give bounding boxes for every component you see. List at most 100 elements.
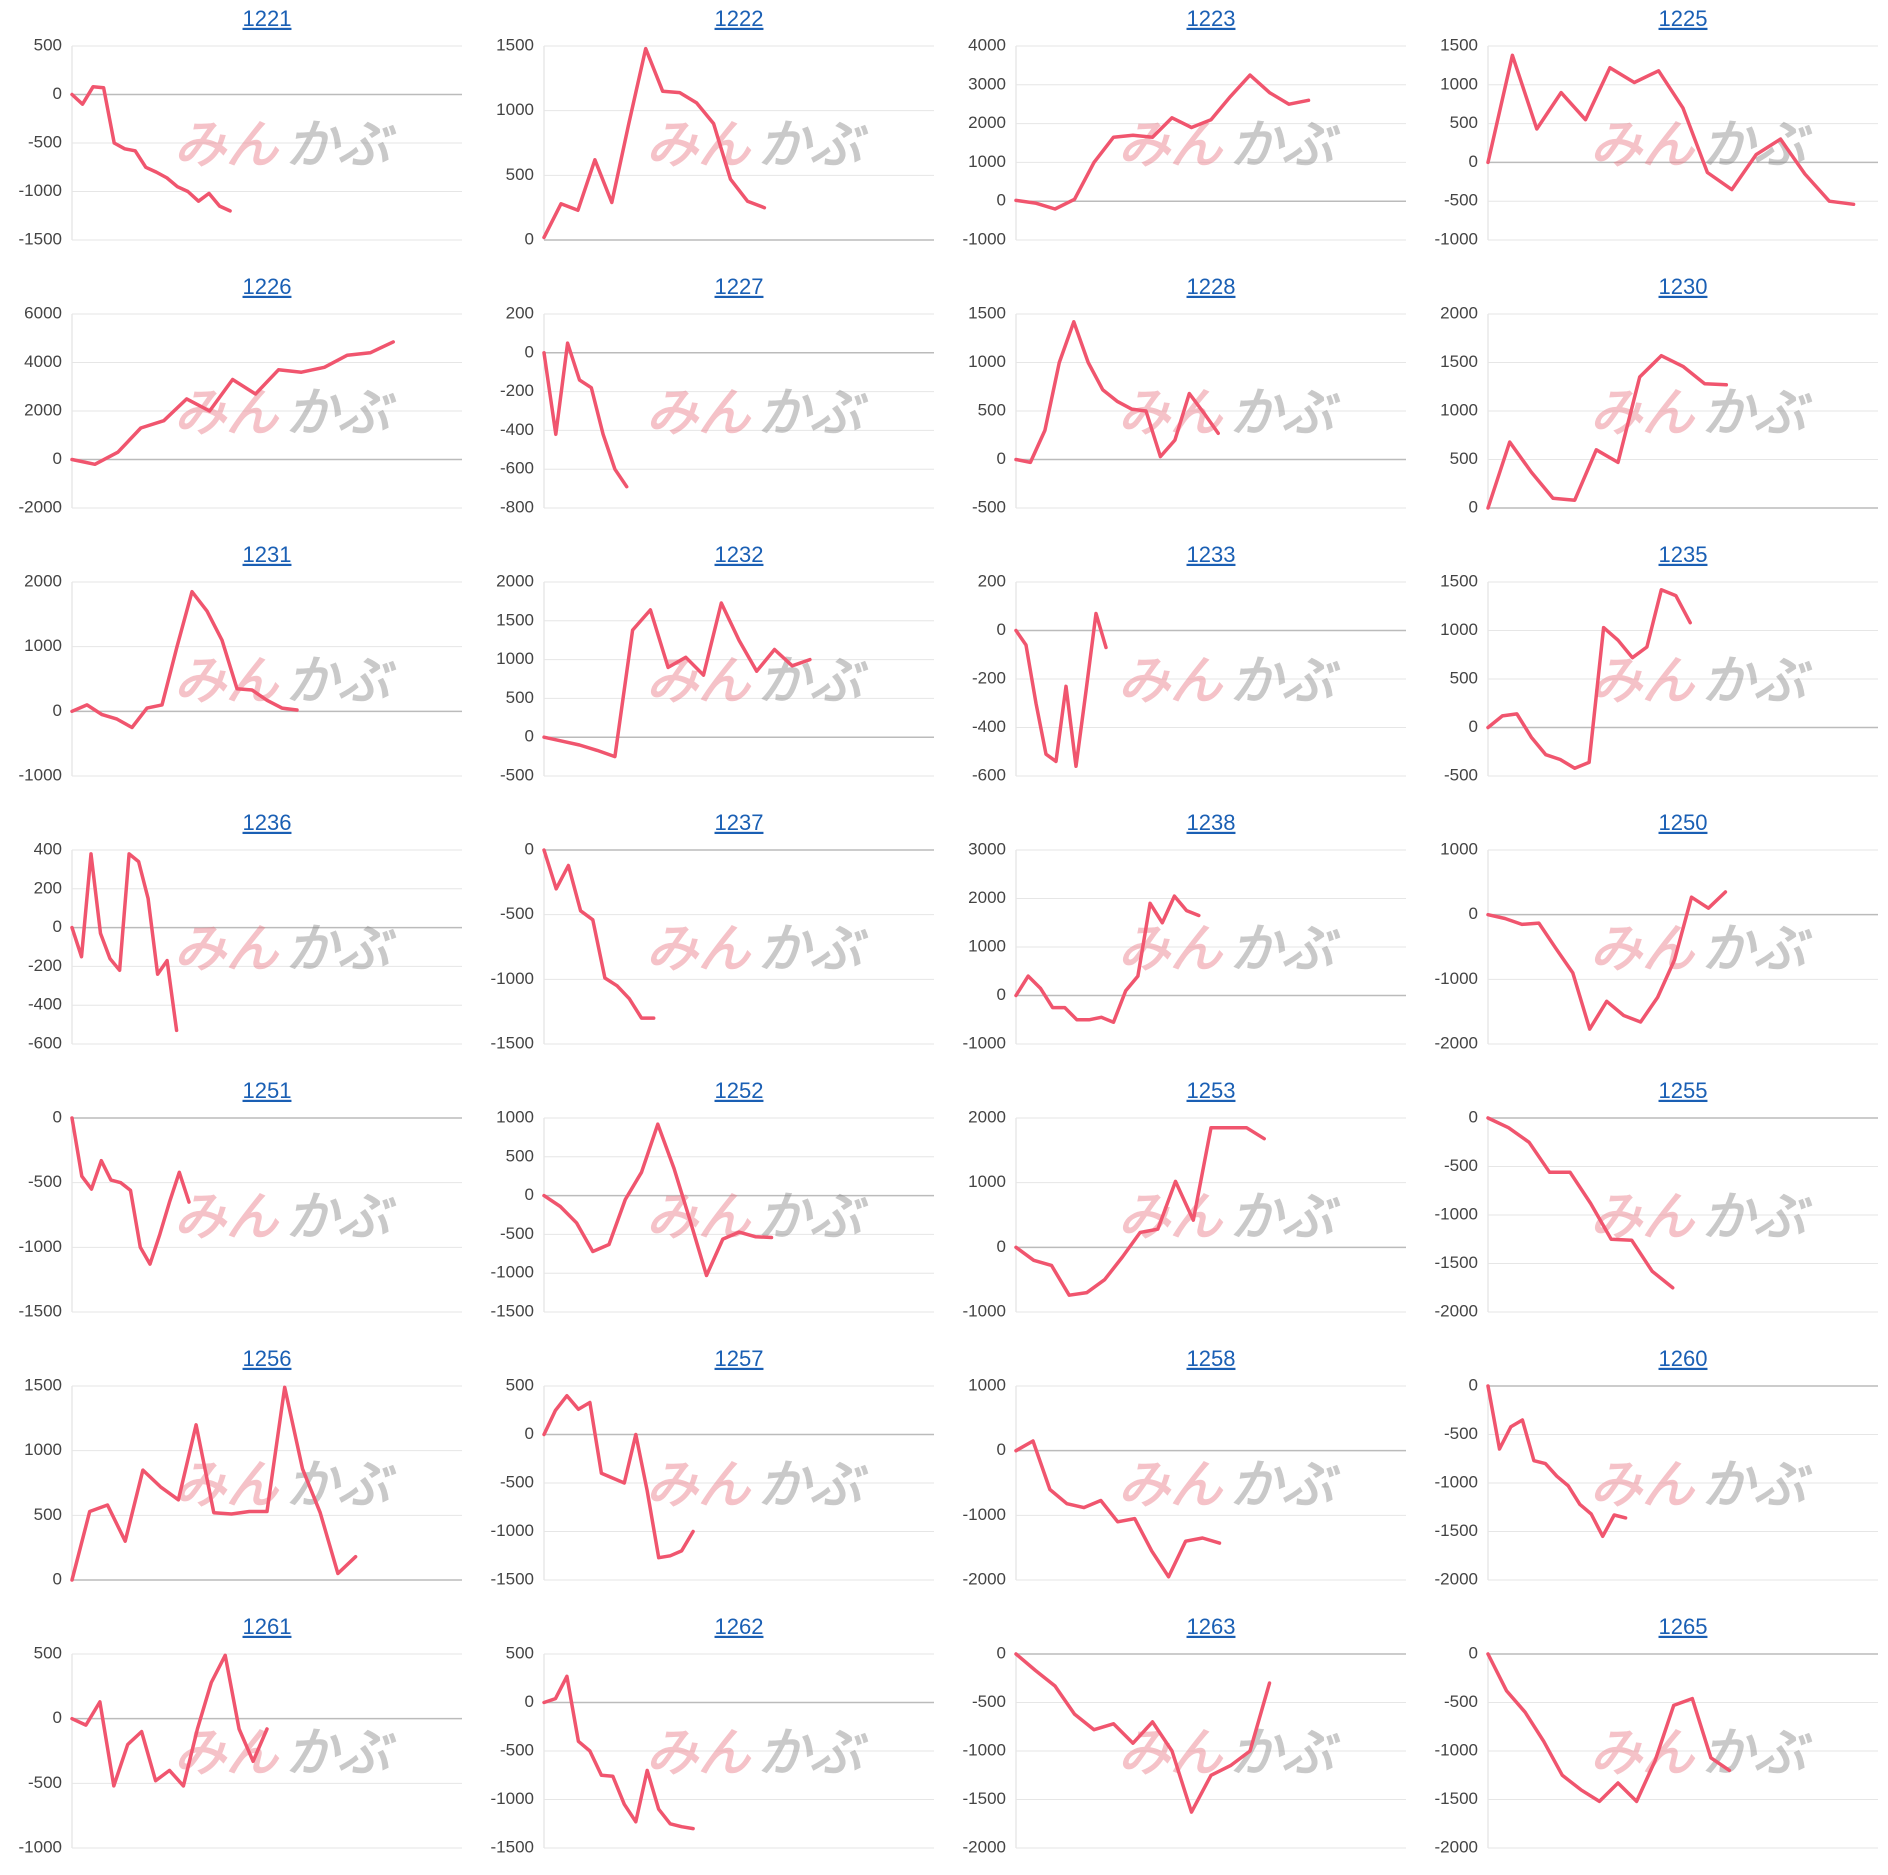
data-line	[1014, 1439, 1222, 1579]
chart-title-link[interactable]: 1250	[1659, 810, 1708, 835]
watermark: かぶ	[758, 1189, 869, 1247]
chart-title-link[interactable]: 1257	[715, 1346, 764, 1371]
chart-title-link[interactable]: 1228	[1187, 274, 1236, 299]
y-tick-label: -200	[972, 668, 1006, 687]
watermark: かぶ	[286, 921, 397, 979]
chart-title-link[interactable]: 1226	[243, 274, 292, 299]
watermark: みん	[1118, 1457, 1224, 1515]
watermark: かぶ	[1230, 921, 1341, 979]
y-tick-label: -500	[500, 904, 534, 923]
y-tick-label: 1000	[24, 1440, 62, 1459]
data-line	[1486, 588, 1692, 770]
data-line	[70, 84, 232, 213]
watermark: かぶ	[1702, 117, 1813, 175]
chart-title-link[interactable]: 1232	[715, 542, 764, 567]
chart-title-link[interactable]: 1235	[1659, 542, 1708, 567]
chart-title-link[interactable]: 1251	[243, 1078, 292, 1103]
chart-title-link[interactable]: 1222	[715, 6, 764, 31]
chart-title-link[interactable]: 1230	[1659, 274, 1708, 299]
y-tick-label: -500	[500, 1740, 534, 1759]
y-tick-label: 0	[1469, 1643, 1478, 1662]
chart-title-link[interactable]: 1231	[243, 542, 292, 567]
chart-title-link[interactable]: 1253	[1187, 1078, 1236, 1103]
watermark: かぶ	[286, 1189, 397, 1247]
watermark: みん	[646, 117, 752, 175]
y-tick-label: 1500	[24, 1375, 62, 1394]
chart-title-link[interactable]: 1263	[1187, 1614, 1236, 1639]
chart-title-link[interactable]: 1237	[715, 810, 764, 835]
y-tick-label: -500	[500, 1472, 534, 1491]
y-tick-label: -500	[1444, 1424, 1478, 1443]
chart-title-link[interactable]: 1227	[715, 274, 764, 299]
watermark: かぶ	[286, 385, 397, 443]
mini-chart: -500 0 500 1000 1500 みん かぶ 1235	[1440, 542, 1878, 784]
y-tick-label: -500	[28, 1773, 62, 1792]
mini-chart: -1000 0 1000 2000 みん かぶ 1231	[19, 542, 462, 784]
y-tick-label: 1000	[1440, 839, 1478, 858]
y-tick-label: -1000	[19, 181, 62, 200]
chart-title-link[interactable]: 1261	[243, 1614, 292, 1639]
watermark: かぶ	[1702, 653, 1813, 711]
mini-chart: -600 -400 -200 0 200 400 みん かぶ 1236	[28, 810, 462, 1052]
data-line	[70, 340, 395, 467]
data-line	[1014, 73, 1311, 211]
mini-chart: -1500 -1000 -500 0 みん かぶ 1251	[19, 1078, 462, 1320]
y-tick-label: -500	[1444, 191, 1478, 210]
chart-title-link[interactable]: 1225	[1659, 6, 1708, 31]
watermark: かぶ	[1230, 653, 1341, 711]
watermark: かぶ	[1702, 1725, 1813, 1783]
y-tick-label: -1000	[963, 1033, 1006, 1052]
y-tick-label: -1000	[1435, 1472, 1478, 1491]
chart-title-link[interactable]: 1258	[1187, 1346, 1236, 1371]
y-tick-label: 0	[997, 620, 1006, 639]
y-tick-label: 200	[506, 303, 534, 322]
mini-chart: -1000 -500 0 500 1000 1500 みん かぶ 1225	[1435, 6, 1878, 248]
chart-title-link[interactable]: 1233	[1187, 542, 1236, 567]
watermark: かぶ	[758, 921, 869, 979]
chart-title-link[interactable]: 1223	[1187, 6, 1236, 31]
watermark: みん	[174, 385, 280, 443]
chart-title-link[interactable]: 1265	[1659, 1614, 1708, 1639]
y-tick-label: 1500	[968, 303, 1006, 322]
y-tick-label: 3000	[968, 74, 1006, 93]
mini-chart: 0 500 1000 1500 2000 みん かぶ 1230	[1440, 274, 1878, 516]
data-line	[70, 1116, 191, 1266]
watermark: みん	[646, 1189, 752, 1247]
watermark: かぶ	[758, 1457, 869, 1515]
chart-title-link[interactable]: 1221	[243, 6, 292, 31]
chart-title-link[interactable]: 1236	[243, 810, 292, 835]
watermark: かぶ	[1702, 1457, 1813, 1515]
chart-title-link[interactable]: 1252	[715, 1078, 764, 1103]
watermark: かぶ	[1702, 921, 1813, 979]
chart-title-link[interactable]: 1238	[1187, 810, 1236, 835]
y-tick-label: 1500	[1440, 352, 1478, 371]
y-tick-label: 0	[997, 985, 1006, 1004]
chart-title-link[interactable]: 1256	[243, 1346, 292, 1371]
data-line	[1014, 611, 1108, 769]
y-tick-label: -2000	[963, 1837, 1006, 1856]
y-tick-label: 0	[997, 1440, 1006, 1459]
watermark: みん	[646, 1725, 752, 1783]
chart-title-link[interactable]: 1262	[715, 1614, 764, 1639]
y-tick-label: 0	[997, 449, 1006, 468]
watermark: みん	[646, 1457, 752, 1515]
chart-title-link[interactable]: 1260	[1659, 1346, 1708, 1371]
chart-title-link[interactable]: 1255	[1659, 1078, 1708, 1103]
y-tick-label: 500	[34, 35, 62, 54]
y-tick-label: -500	[500, 1224, 534, 1243]
y-tick-label: 2000	[968, 1107, 1006, 1126]
y-tick-label: 2000	[968, 113, 1006, 132]
y-tick-label: -500	[500, 765, 534, 784]
mini-chart: -600 -400 -200 0 200 みん かぶ 1233	[972, 542, 1406, 784]
data-line	[70, 1385, 358, 1582]
data-line	[1486, 890, 1728, 1031]
data-line	[1486, 1652, 1732, 1804]
data-line	[542, 1674, 695, 1831]
mini-chart: -2000 -1500 -1000 -500 0 みん かぶ 1260	[1435, 1346, 1878, 1588]
y-tick-label: -600	[28, 1033, 62, 1052]
y-tick-label: 500	[506, 1375, 534, 1394]
y-tick-label: -2000	[1435, 1569, 1478, 1588]
y-tick-label: -1500	[19, 1301, 62, 1320]
y-tick-label: 200	[34, 878, 62, 897]
